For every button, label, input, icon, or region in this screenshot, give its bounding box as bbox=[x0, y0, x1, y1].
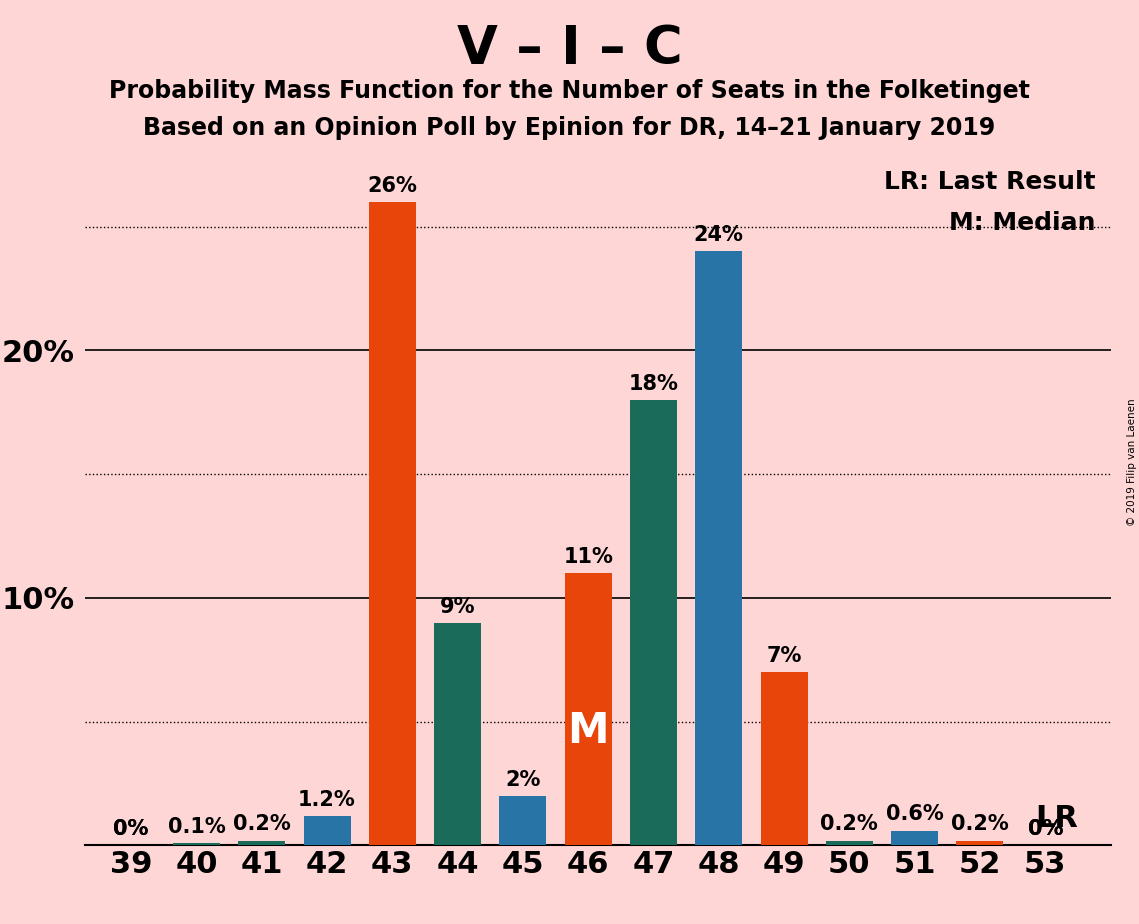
Text: 0%: 0% bbox=[1027, 820, 1063, 839]
Text: LR: Last Result: LR: Last Result bbox=[884, 170, 1096, 194]
Text: 24%: 24% bbox=[694, 225, 744, 245]
Text: 0.2%: 0.2% bbox=[232, 814, 290, 834]
Text: LR: LR bbox=[1035, 804, 1077, 833]
Text: 0%: 0% bbox=[114, 820, 149, 839]
Text: 2%: 2% bbox=[506, 770, 541, 790]
Bar bbox=[826, 841, 872, 845]
Text: 0.1%: 0.1% bbox=[167, 817, 226, 837]
Text: 0%: 0% bbox=[114, 820, 149, 839]
Bar bbox=[630, 400, 677, 845]
Text: Based on an Opinion Poll by Epinion for DR, 14–21 January 2019: Based on an Opinion Poll by Epinion for … bbox=[144, 116, 995, 140]
Text: 0.2%: 0.2% bbox=[951, 814, 1009, 834]
Text: 26%: 26% bbox=[368, 176, 417, 196]
Bar bbox=[695, 251, 743, 845]
Text: M: M bbox=[567, 711, 609, 752]
Bar bbox=[565, 573, 612, 845]
Text: Probability Mass Function for the Number of Seats in the Folketinget: Probability Mass Function for the Number… bbox=[109, 79, 1030, 103]
Bar bbox=[957, 841, 1003, 845]
Bar bbox=[303, 816, 351, 845]
Text: © 2019 Filip van Laenen: © 2019 Filip van Laenen bbox=[1126, 398, 1137, 526]
Bar bbox=[891, 831, 939, 845]
Text: V – I – C: V – I – C bbox=[457, 23, 682, 75]
Text: 9%: 9% bbox=[440, 597, 475, 616]
Bar bbox=[173, 843, 220, 845]
Text: 0.2%: 0.2% bbox=[820, 814, 878, 834]
Text: 18%: 18% bbox=[629, 374, 679, 394]
Text: M: Median: M: Median bbox=[949, 212, 1096, 236]
Bar bbox=[369, 202, 416, 845]
Bar bbox=[434, 623, 481, 845]
Text: 11%: 11% bbox=[564, 547, 613, 567]
Text: 1.2%: 1.2% bbox=[298, 790, 355, 809]
Bar bbox=[761, 673, 808, 845]
Text: 7%: 7% bbox=[767, 646, 802, 666]
Text: 0%: 0% bbox=[1027, 820, 1063, 839]
Bar bbox=[499, 796, 547, 845]
Text: 0.6%: 0.6% bbox=[886, 805, 943, 824]
Bar bbox=[238, 841, 285, 845]
